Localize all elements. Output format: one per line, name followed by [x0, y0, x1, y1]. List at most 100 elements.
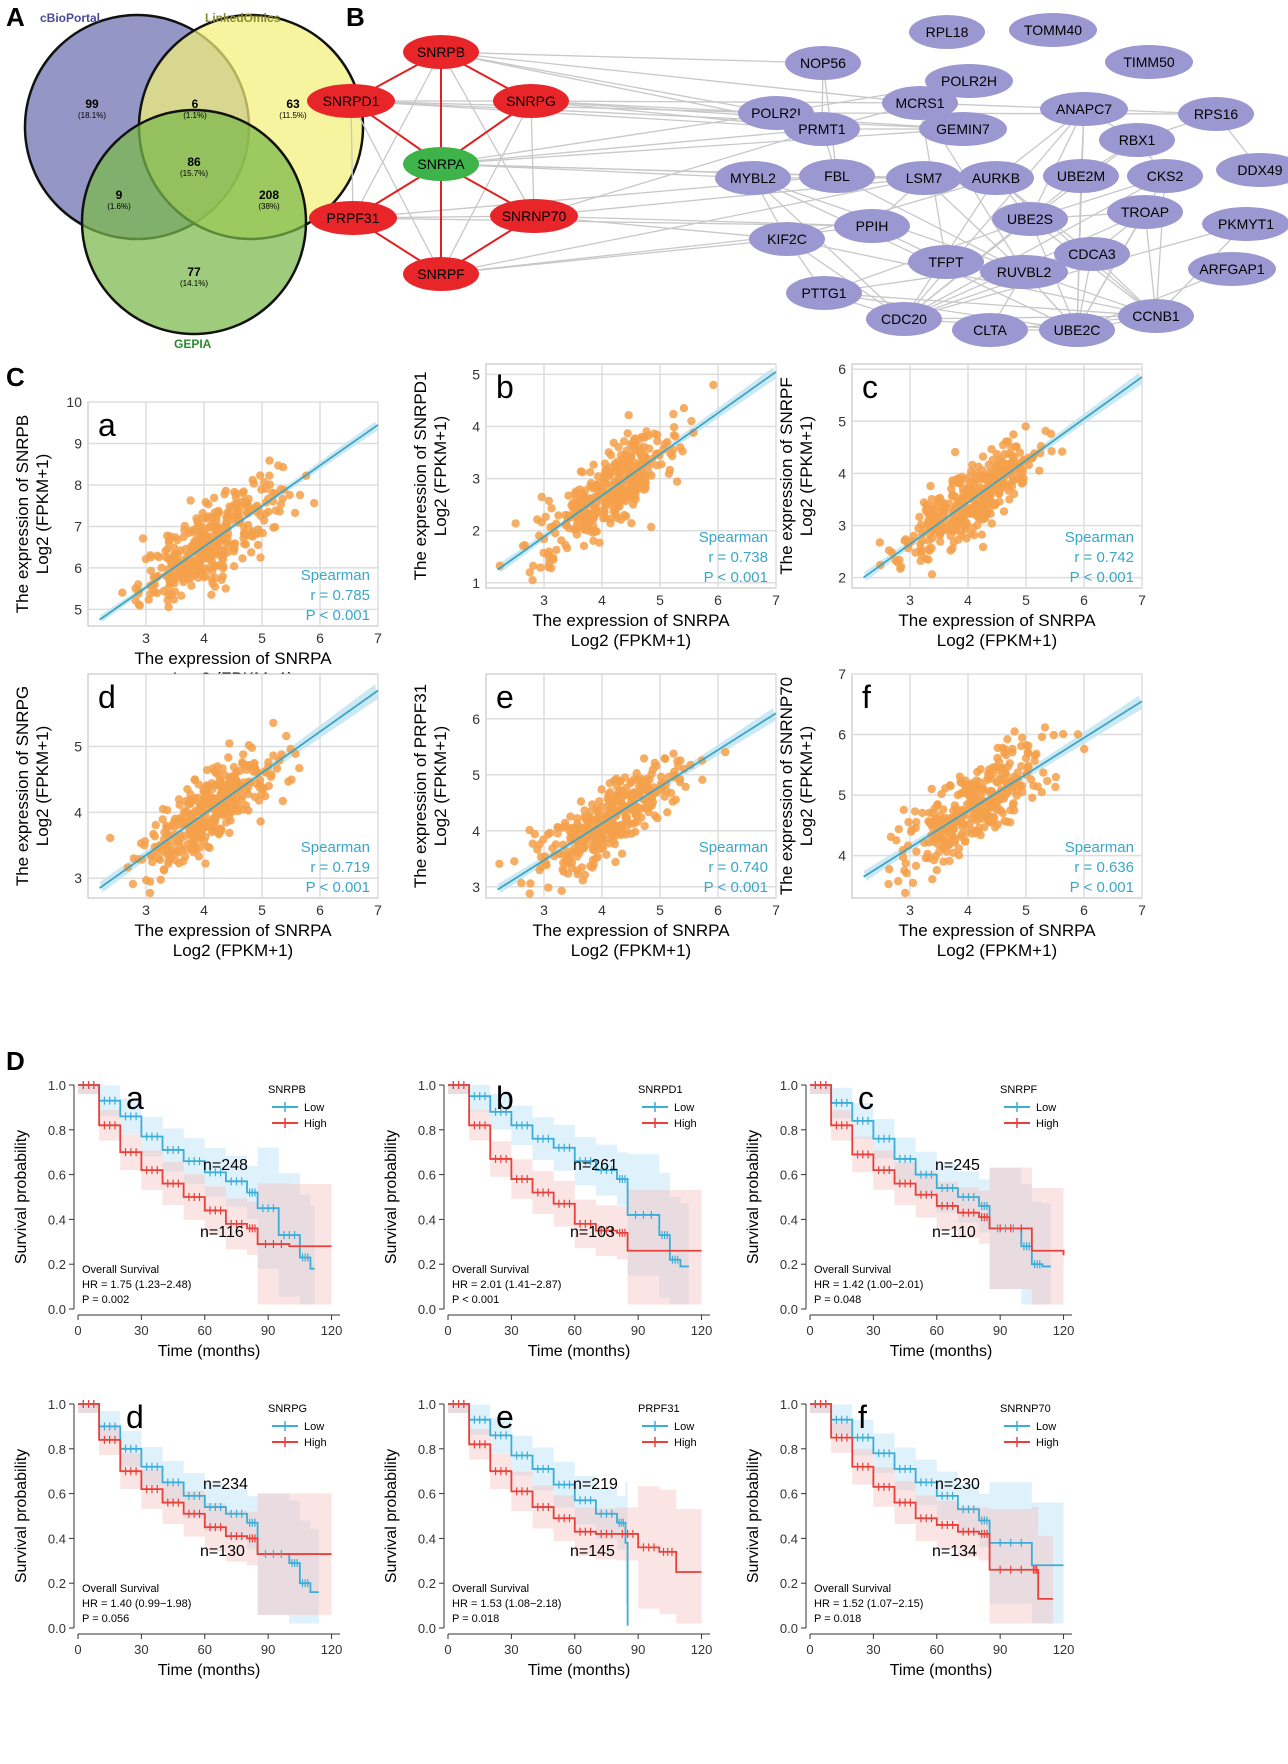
data-point: [939, 805, 948, 814]
network-node-mybl2[interactable]: MYBL2: [715, 161, 791, 195]
data-point: [239, 750, 248, 759]
network-node-gemin7[interactable]: GEMIN7: [919, 112, 1007, 146]
network-node-troap[interactable]: TROAP: [1107, 195, 1183, 229]
network-node-tfpt[interactable]: TFPT: [908, 245, 984, 279]
x-tick-label: 90: [993, 1323, 1007, 1338]
network-node-clta[interactable]: CLTA: [952, 313, 1028, 347]
data-point: [1047, 447, 1056, 456]
network-node-pttg1[interactable]: PTTG1: [786, 276, 862, 310]
network-node-ube2c[interactable]: UBE2C: [1039, 313, 1115, 347]
network-node-arfgap1[interactable]: ARFGAP1: [1188, 252, 1276, 286]
network-node-ube2m[interactable]: UBE2M: [1043, 159, 1119, 193]
network-edge: [440, 128, 964, 165]
network-node-rps16[interactable]: RPS16: [1178, 97, 1254, 131]
network-node-rbx1[interactable]: RBX1: [1099, 123, 1175, 157]
network-node-tomm40[interactable]: TOMM40: [1009, 13, 1097, 47]
data-point: [537, 492, 546, 502]
data-point: [619, 437, 629, 446]
y-tick-label: 0.2: [418, 1257, 436, 1272]
stat-p: P = 0.002: [82, 1294, 129, 1306]
network-node-pkmyt1[interactable]: PKMYT1: [1202, 207, 1288, 241]
data-point: [624, 464, 633, 473]
data-point: [229, 562, 239, 571]
y-tick-label: 0.0: [418, 1621, 436, 1636]
data-point: [553, 829, 562, 838]
network-node-nop56[interactable]: NOP56: [785, 46, 861, 80]
y-tick-label: 5: [74, 601, 82, 617]
data-point: [177, 591, 186, 600]
network-node-snrpb[interactable]: SNRPB: [403, 35, 479, 69]
y-tick-label: 5: [838, 413, 846, 429]
data-point: [975, 823, 984, 833]
venn-region-pct: (15.7%): [180, 169, 208, 178]
x-axis-label: Time (months): [528, 1343, 631, 1360]
network-node-prpf31[interactable]: PRPF31: [309, 201, 397, 235]
network-node-cdca3[interactable]: CDCA3: [1054, 237, 1130, 271]
ppi-network: SNRPA SNRPB SNRPD1 SNRPG PRPF31 SNRNP70 SNRPF R…: [307, 13, 1288, 347]
x-tick-label: 0: [444, 1323, 451, 1338]
data-point: [622, 826, 631, 836]
network-node-snrnp70[interactable]: SNRNP70: [490, 199, 578, 233]
network-node-snrpg[interactable]: SNRPG: [493, 84, 569, 118]
data-point: [149, 580, 158, 589]
legend-title: SNRPF: [1000, 1084, 1038, 1096]
y-tick-label: 7: [74, 518, 82, 534]
data-point: [251, 530, 261, 539]
network-node-ruvbl2[interactable]: RUVBL2: [980, 255, 1068, 289]
network-node-snrpf[interactable]: SNRPF: [403, 257, 479, 291]
data-point: [188, 839, 197, 848]
data-point: [152, 573, 161, 582]
node-label: RBX1: [1119, 132, 1156, 148]
y-tick-label: 3: [838, 517, 846, 533]
data-point: [151, 820, 160, 830]
data-point: [539, 548, 548, 558]
node-shape: [403, 35, 479, 69]
stat-title: Overall Survival: [82, 1583, 159, 1595]
stat-title: Overall Survival: [452, 1583, 529, 1595]
y-tick-label: 0.6: [418, 1487, 436, 1502]
data-point: [219, 807, 228, 816]
network-node-snrpd1[interactable]: SNRPD1: [307, 84, 395, 118]
data-point: [138, 534, 148, 543]
network-node-ppih[interactable]: PPIH: [834, 209, 910, 243]
network-edge: [440, 51, 777, 114]
network-node-snrpa[interactable]: SNRPA: [403, 147, 479, 181]
y-tick-label: 2: [472, 523, 480, 539]
network-node-ddx49[interactable]: DDX49: [1216, 153, 1288, 187]
data-point: [179, 807, 189, 816]
network-node-ube2s[interactable]: UBE2S: [992, 202, 1068, 236]
data-point: [214, 830, 224, 839]
network-node-polr2h[interactable]: POLR2H: [925, 64, 1013, 98]
network-node-ccnb1[interactable]: CCNB1: [1118, 299, 1194, 333]
data-point: [942, 847, 951, 856]
network-node-rpl18[interactable]: RPL18: [909, 15, 985, 49]
data-point: [1000, 450, 1009, 459]
data-point: [969, 477, 978, 486]
network-node-lsm7[interactable]: LSM7: [886, 161, 962, 195]
network-node-prmt1[interactable]: PRMT1: [784, 112, 860, 146]
data-point: [933, 515, 942, 524]
network-node-kif2c[interactable]: KIF2C: [749, 222, 825, 256]
network-node-cks2[interactable]: CKS2: [1127, 159, 1203, 193]
network-node-fbl[interactable]: FBL: [799, 159, 875, 193]
venn-region-pct: (14.1%): [180, 279, 208, 288]
y-tick-label: 5: [838, 787, 846, 803]
data-point: [993, 778, 1002, 787]
node-label: MYBL2: [730, 170, 776, 186]
network-node-aurkb[interactable]: AURKB: [958, 161, 1034, 195]
data-point: [189, 528, 198, 537]
data-point: [978, 542, 988, 552]
network-node-anapc7[interactable]: ANAPC7: [1040, 92, 1128, 126]
node-shape: [1178, 97, 1254, 131]
network-node-mcrs1[interactable]: MCRS1: [882, 86, 958, 120]
data-point: [175, 800, 184, 809]
data-point: [993, 753, 1002, 763]
network-node-timm50[interactable]: TIMM50: [1105, 45, 1193, 79]
data-point: [561, 540, 570, 550]
network-node-cdc20[interactable]: CDC20: [866, 302, 942, 336]
venn-region-count: 86: [187, 155, 201, 169]
data-point: [163, 596, 172, 605]
data-point: [635, 787, 645, 796]
data-point: [599, 473, 608, 483]
x-axis-label-unit: Log2 (FPKM+1): [571, 941, 691, 960]
